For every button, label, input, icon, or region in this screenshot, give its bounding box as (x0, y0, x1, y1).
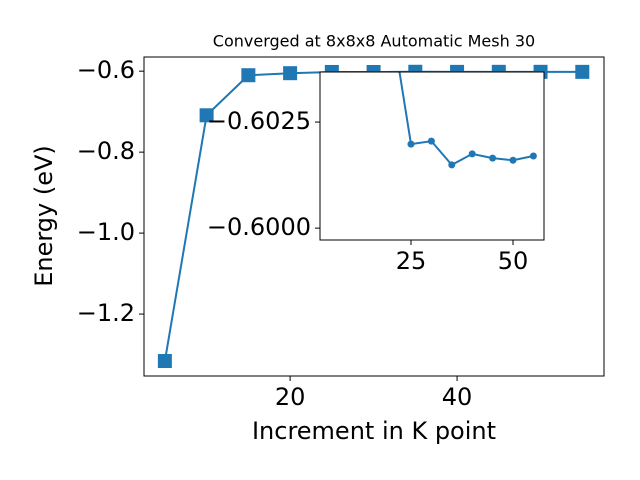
x-axis-label: Increment in K point (252, 417, 496, 445)
marker (407, 140, 415, 148)
plot-frame (319, 71, 545, 241)
y-tick-label: −1.2 (77, 299, 135, 327)
marker (199, 108, 214, 123)
y-tick-label: −0.6000 (207, 213, 311, 241)
marker (157, 354, 172, 369)
plot-frame (143, 56, 605, 377)
x-tick-label: 25 (396, 247, 427, 275)
marker (241, 68, 256, 83)
x-tick-label: 50 (498, 247, 529, 275)
y-axis-label: Energy (eV) (30, 145, 58, 287)
plot-area (387, 13, 537, 169)
marker (387, 13, 394, 20)
x-tick-label: 40 (442, 383, 473, 411)
inset-chart: 25 50 −0.6000 −0.6025 (207, 13, 545, 275)
marker (468, 150, 476, 158)
marker (489, 154, 497, 162)
marker (509, 156, 517, 164)
plot-background (320, 72, 544, 240)
chart-title: Converged at 8x8x8 Automatic Mesh 30 (213, 32, 535, 51)
marker (448, 161, 456, 169)
y-tick-label: −0.8 (77, 137, 135, 165)
marker (283, 66, 298, 81)
marker (529, 152, 537, 160)
y-tick-label: −1.0 (77, 218, 135, 246)
marker (427, 137, 435, 145)
y-tick-label: −0.6025 (207, 107, 311, 135)
x-tick-label: 20 (275, 383, 306, 411)
marker (575, 64, 590, 79)
y-tick-label: −0.6 (77, 56, 135, 84)
